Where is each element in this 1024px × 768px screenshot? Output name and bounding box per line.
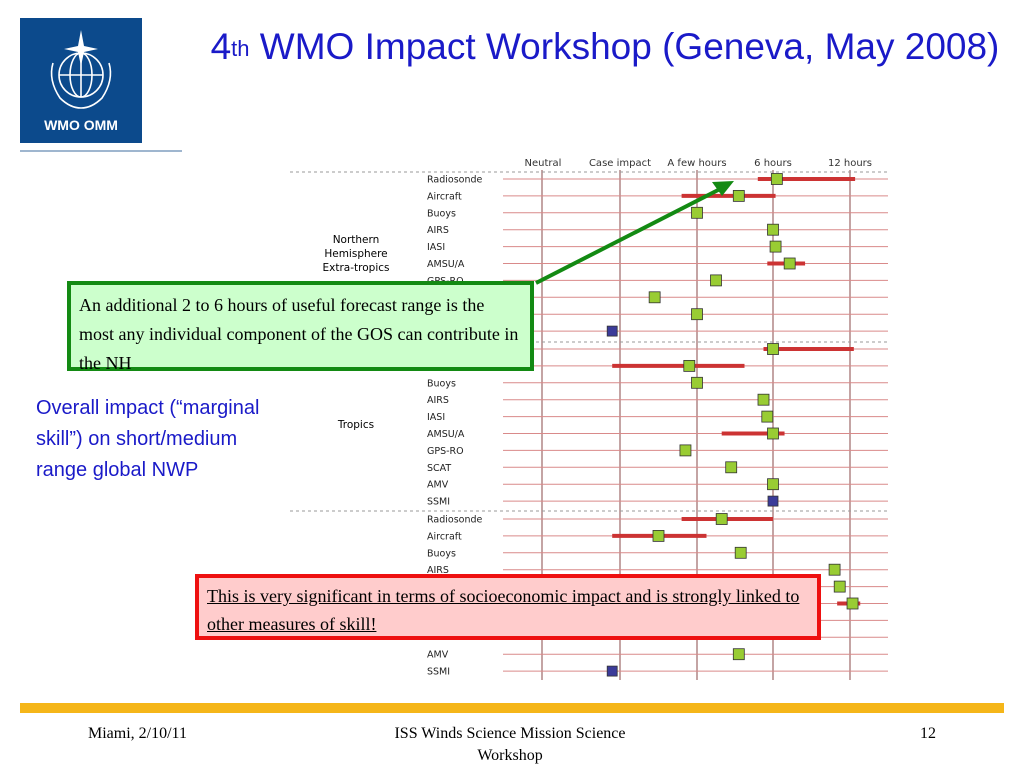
row-label: Buoys bbox=[427, 548, 456, 559]
footer-left: Miami, 2/10/11 bbox=[88, 725, 187, 742]
data-marker bbox=[679, 444, 692, 457]
page-title: 4th WMO Impact Workshop (Geneva, May 200… bbox=[205, 22, 1005, 72]
row-label: IASI bbox=[427, 412, 445, 423]
callout-red: This is very significant in terms of soc… bbox=[195, 574, 821, 640]
x-category-label: Case impact bbox=[589, 158, 651, 169]
logo-divider bbox=[20, 150, 182, 152]
data-marker bbox=[691, 376, 703, 389]
data-marker bbox=[828, 563, 841, 576]
data-marker bbox=[652, 530, 665, 542]
row-label: AMV bbox=[427, 480, 449, 491]
data-marker bbox=[648, 291, 661, 304]
data-marker bbox=[691, 308, 703, 321]
footer-page-number: 12 bbox=[920, 725, 936, 742]
data-marker bbox=[683, 359, 696, 372]
row-label: Aircraft bbox=[427, 191, 462, 202]
data-marker bbox=[767, 343, 779, 355]
callout-green: An additional 2 to 6 hours of useful for… bbox=[67, 281, 534, 373]
row-label: AIRS bbox=[427, 395, 449, 406]
row-label: AMSU/A bbox=[427, 259, 465, 270]
row-label: AIRS bbox=[427, 565, 449, 576]
footer-center: ISS Winds Science Mission Science Worksh… bbox=[394, 725, 626, 764]
data-marker bbox=[757, 393, 770, 406]
data-marker bbox=[732, 648, 745, 661]
data-marker bbox=[691, 206, 703, 219]
callout-arrow-line bbox=[535, 185, 725, 285]
data-marker bbox=[767, 427, 779, 440]
data-marker bbox=[732, 189, 745, 202]
row-label: GPS-RO bbox=[427, 446, 464, 457]
data-marker bbox=[767, 495, 779, 507]
row-label: Aircraft bbox=[427, 531, 462, 542]
row-label: AMV bbox=[427, 650, 449, 661]
title-prefix: 4 bbox=[210, 26, 232, 67]
wmo-logo: WMO OMM bbox=[20, 18, 142, 143]
row-label: Buoys bbox=[427, 208, 456, 219]
callout-arrow-head bbox=[712, 181, 734, 196]
row-label: IASI bbox=[427, 242, 445, 253]
row-label: SSMI bbox=[427, 497, 450, 508]
row-label: AMSU/A bbox=[427, 429, 465, 440]
group-label: Northern bbox=[333, 234, 380, 246]
title-rest: WMO Impact Workshop (Geneva, May 2008) bbox=[249, 26, 1000, 67]
group-label: Hemisphere bbox=[324, 248, 387, 260]
data-marker bbox=[846, 597, 859, 610]
data-marker bbox=[725, 461, 738, 474]
data-marker bbox=[606, 665, 618, 677]
x-category-label: A few hours bbox=[667, 158, 726, 169]
data-marker bbox=[833, 580, 846, 593]
row-label: Buoys bbox=[427, 378, 456, 389]
data-marker bbox=[767, 478, 779, 491]
logo-text: WMO OMM bbox=[44, 117, 118, 133]
row-label: SCAT bbox=[427, 463, 451, 474]
group-label: Extra-tropics bbox=[323, 262, 390, 274]
wmo-emblem-icon bbox=[50, 30, 112, 109]
x-category-label: Neutral bbox=[525, 158, 562, 169]
group-label: Tropics bbox=[337, 419, 374, 431]
footer-rule bbox=[20, 703, 1004, 713]
row-label: SSMI bbox=[427, 667, 450, 678]
data-marker bbox=[710, 274, 722, 287]
row-label: AIRS bbox=[427, 225, 449, 236]
x-category-label: 6 hours bbox=[754, 158, 792, 169]
data-marker bbox=[761, 410, 774, 423]
data-marker bbox=[767, 223, 779, 236]
row-label: Radiosonde bbox=[427, 175, 483, 186]
title-superscript: th bbox=[231, 36, 250, 61]
overall-impact-text: Overall impact (“marginal skill”) on sho… bbox=[36, 397, 260, 481]
row-label: Radiosonde bbox=[427, 515, 483, 526]
data-marker bbox=[734, 546, 747, 559]
data-marker bbox=[715, 513, 728, 525]
data-marker bbox=[769, 240, 782, 253]
data-marker bbox=[606, 325, 618, 337]
data-marker bbox=[783, 257, 796, 270]
data-marker bbox=[770, 173, 783, 185]
x-category-label: 12 hours bbox=[828, 158, 872, 169]
